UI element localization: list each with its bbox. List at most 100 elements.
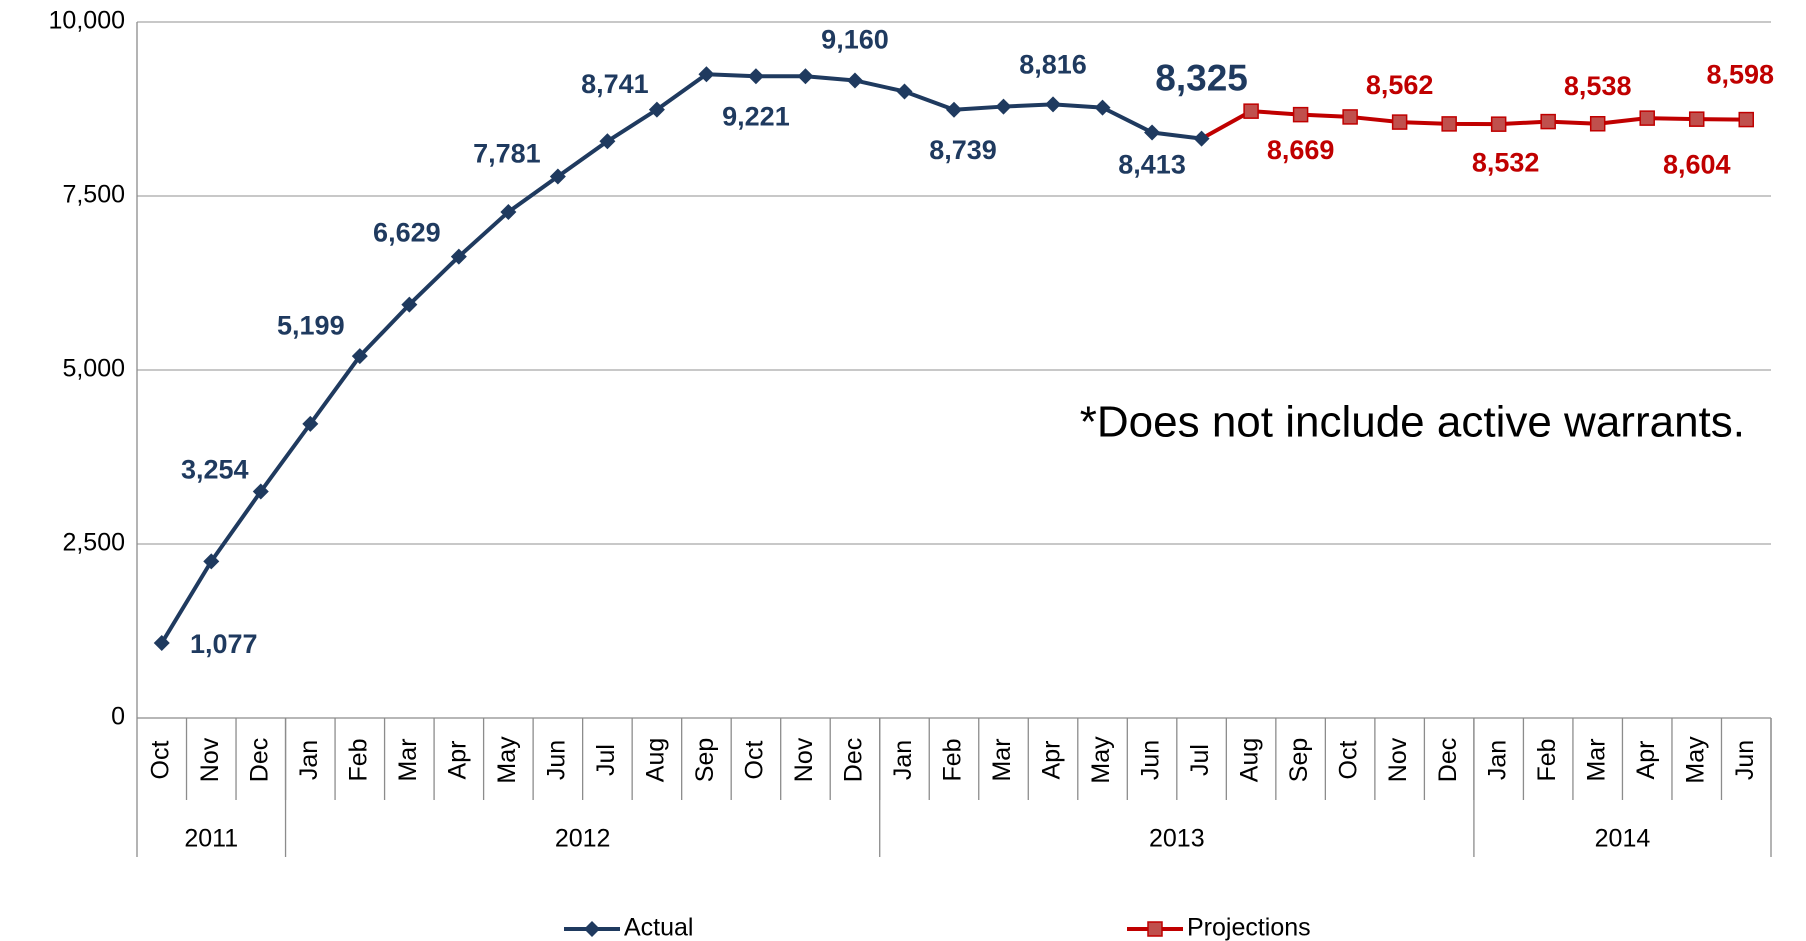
x-tick-label: Feb <box>939 738 967 781</box>
data-point <box>1144 124 1161 141</box>
series-line <box>160 72 1202 645</box>
data-label: 8,816 <box>1019 50 1087 80</box>
x-tick-label: Nov <box>790 737 818 782</box>
data-point <box>1688 111 1705 127</box>
data-point <box>946 101 962 118</box>
legend-label: Actual <box>624 914 693 941</box>
x-tick-label: Jan <box>1483 740 1511 780</box>
x-tick-label: May <box>1087 736 1115 784</box>
data-point <box>549 168 566 185</box>
data-point <box>846 72 863 89</box>
data-point <box>203 553 220 570</box>
data-point <box>252 483 269 500</box>
x-tick-label: Oct <box>146 741 174 780</box>
data-point <box>1193 130 1210 147</box>
data-point <box>698 66 715 83</box>
year-label: 2013 <box>1149 825 1205 853</box>
x-tick-label: Jun <box>1731 740 1759 780</box>
x-tick-label: Jan <box>889 740 917 780</box>
y-tick-label: 10,000 <box>49 7 125 35</box>
data-label: 9,160 <box>821 25 889 55</box>
x-tick-label: Aug <box>642 738 670 782</box>
x-tick-label: Apr <box>443 741 471 780</box>
data-label: 8,413 <box>1118 150 1186 180</box>
x-tick-label: Apr <box>1038 741 1066 780</box>
data-point <box>1391 114 1408 130</box>
data-point <box>797 68 814 85</box>
data-point <box>1094 99 1111 116</box>
data-label: 5,199 <box>277 310 345 340</box>
legend-marker <box>1147 921 1163 937</box>
data-label: 8,325 <box>1155 57 1248 98</box>
data-label: 8,741 <box>581 69 649 99</box>
data-label: 3,254 <box>181 455 249 485</box>
y-tick-label: 7,500 <box>62 181 125 209</box>
data-point <box>1639 110 1655 126</box>
legend-label: Projections <box>1187 914 1311 941</box>
x-tick-label: Jun <box>1137 740 1165 780</box>
data-point <box>599 133 616 150</box>
x-tick-label: Jun <box>542 740 570 780</box>
data-point <box>1540 113 1556 130</box>
data-point <box>1342 109 1358 125</box>
x-tick-label: Sep <box>1285 738 1313 782</box>
x-tick-label: Mar <box>1582 738 1610 781</box>
data-point <box>450 248 467 265</box>
year-label: 2011 <box>184 825 238 853</box>
data-point <box>302 415 319 432</box>
x-tick-label: Feb <box>344 738 372 781</box>
y-tick-label: 5,000 <box>62 355 125 383</box>
legend-marker <box>584 921 600 937</box>
x-tick-label: May <box>1681 736 1709 784</box>
x-tick-label: Jan <box>295 740 323 780</box>
x-tick-label: Sep <box>691 738 719 782</box>
data-label: 8,532 <box>1472 147 1540 177</box>
x-tick-label: Mar <box>394 738 422 781</box>
data-label: 8,538 <box>1564 71 1632 101</box>
data-point <box>896 83 913 100</box>
y-tick-label: 0 <box>111 703 125 731</box>
data-point <box>747 68 764 85</box>
data-point <box>1292 106 1309 123</box>
x-tick-label: Nov <box>196 737 224 782</box>
x-tick-label: Oct <box>1335 741 1363 780</box>
data-point <box>995 98 1012 115</box>
x-tick-label: Mar <box>988 738 1016 781</box>
data-point <box>1441 116 1457 132</box>
x-tick-label: Aug <box>1236 738 1264 782</box>
y-tick-label: 2,500 <box>62 529 125 557</box>
data-point <box>153 635 170 652</box>
data-point <box>648 101 665 118</box>
x-tick-label: Jul <box>1186 744 1214 776</box>
x-tick-label: May <box>493 736 521 784</box>
x-tick-label: Oct <box>741 741 769 780</box>
annotation: *Does not include active warrants. <box>1080 398 1745 447</box>
data-label: 9,221 <box>722 101 790 131</box>
x-tick-label: Dec <box>840 738 868 782</box>
year-label: 2012 <box>555 825 611 853</box>
data-label: 8,598 <box>1706 60 1774 90</box>
data-point <box>401 296 418 313</box>
data-point <box>500 203 517 220</box>
data-point <box>1045 96 1062 113</box>
x-tick-label: Dec <box>1434 738 1462 782</box>
x-tick-label: Nov <box>1384 737 1412 782</box>
data-label: 7,781 <box>473 139 541 169</box>
data-label: 8,562 <box>1366 70 1434 100</box>
data-label: 6,629 <box>373 218 441 248</box>
data-label: 8,604 <box>1663 149 1731 179</box>
x-tick-label: Feb <box>1533 738 1561 781</box>
x-tick-label: Apr <box>1632 741 1660 780</box>
data-point <box>1490 116 1507 132</box>
year-label: 2014 <box>1595 825 1651 853</box>
x-tick-label: Jul <box>592 744 620 776</box>
data-point <box>1589 116 1606 132</box>
x-tick-label: Dec <box>245 738 273 782</box>
data-label: 1,077 <box>190 629 258 659</box>
data-label: 8,739 <box>929 135 997 165</box>
series-line <box>1200 109 1747 141</box>
data-point <box>351 348 368 365</box>
data-point <box>1243 103 1259 119</box>
data-point <box>1738 111 1754 128</box>
